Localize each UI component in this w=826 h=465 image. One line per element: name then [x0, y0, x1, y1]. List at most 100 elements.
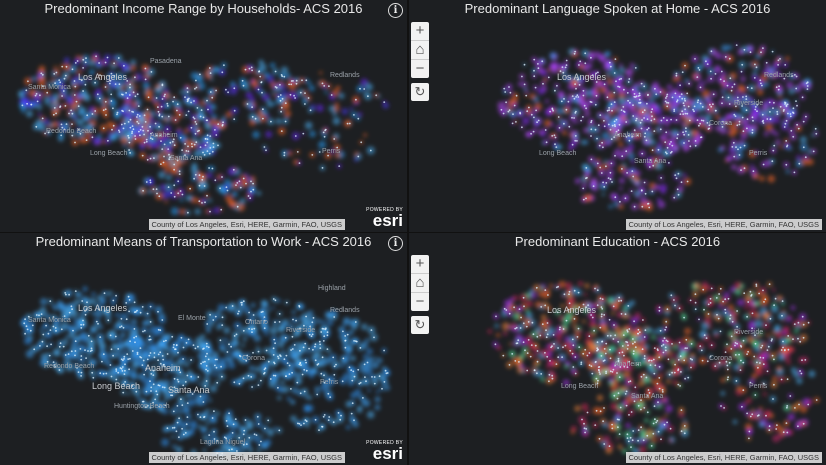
map-glow-dot	[338, 334, 344, 339]
map-canvas-income[interactable]	[0, 0, 407, 232]
map-point	[145, 138, 148, 141]
refresh-icon[interactable]: ↻	[411, 83, 429, 101]
map-point	[84, 61, 87, 64]
map-glow-dot	[194, 208, 201, 215]
map-point	[116, 111, 119, 114]
map-point	[771, 50, 774, 53]
map-point	[204, 355, 207, 358]
map-point	[701, 106, 704, 108]
map-point	[367, 95, 369, 98]
zoom-in-button[interactable]: +	[411, 22, 429, 41]
info-icon[interactable]: i	[388, 3, 403, 18]
map-point	[61, 126, 64, 129]
map-point	[628, 78, 631, 80]
map-canvas-transportation[interactable]	[0, 233, 407, 465]
map-glow-dot	[212, 372, 217, 377]
map-point	[92, 376, 95, 379]
zoom-out-button[interactable]: −	[415, 60, 425, 77]
map-point	[35, 93, 38, 95]
map-glow-dot	[129, 293, 136, 301]
map-panel-language[interactable]: Predominant Language Spoken at Home - AC…	[409, 0, 826, 232]
map-attribution[interactable]: County of Los Angeles, Esri, HERE, Garmi…	[625, 219, 822, 230]
map-point	[110, 93, 113, 96]
map-point	[326, 331, 329, 334]
map-glow-dot	[556, 144, 563, 151]
map-point	[107, 319, 110, 322]
map-attribution[interactable]: County of Los Angeles, Esri, HERE, Garmi…	[148, 452, 345, 463]
map-glow-dot	[601, 132, 610, 140]
map-glow-dot	[686, 98, 695, 106]
map-point	[110, 100, 113, 102]
map-canvas-language[interactable]	[409, 0, 826, 232]
map-panel-education[interactable]: Predominant Education - ACS 2016 + ⌂ − ↻…	[409, 233, 826, 465]
map-point	[626, 172, 628, 174]
map-point	[761, 113, 764, 116]
esri-logo[interactable]: POWERED BY esri	[366, 440, 403, 462]
map-glow-dot	[245, 91, 253, 99]
map-glow-dot	[349, 107, 354, 111]
map-point	[328, 378, 331, 381]
map-point	[221, 124, 224, 127]
map-glow-dot	[532, 353, 537, 358]
map-glow-dot	[145, 88, 154, 97]
map-point	[129, 357, 131, 360]
map-canvas-education[interactable]	[409, 233, 826, 465]
map-point	[118, 131, 121, 133]
map-glow-dot	[190, 72, 199, 80]
map-point	[199, 416, 202, 418]
map-point	[290, 80, 293, 82]
map-glow-dot	[363, 91, 367, 95]
map-point	[574, 135, 577, 137]
map-panel-income[interactable]: Predominant Income Range by Households- …	[0, 0, 407, 232]
map-point	[149, 305, 152, 308]
map-point	[665, 152, 668, 155]
map-glow-dot	[753, 70, 757, 75]
esri-logo[interactable]: POWERED BY esri	[366, 207, 403, 229]
map-point	[551, 108, 554, 111]
map-glow-dot	[607, 297, 614, 304]
map-point	[641, 111, 644, 114]
map-glow-dot	[90, 325, 98, 333]
map-glow-dot	[610, 193, 617, 200]
map-glow-dot	[254, 366, 261, 373]
map-point	[657, 148, 660, 151]
map-point	[206, 345, 208, 348]
map-point	[251, 331, 253, 333]
map-point	[790, 129, 793, 132]
map-point	[202, 151, 204, 154]
map-point	[274, 86, 277, 88]
map-glow-dot	[327, 319, 334, 326]
info-icon[interactable]: i	[388, 236, 403, 251]
map-point	[617, 133, 620, 136]
home-button[interactable]: ⌂	[411, 41, 429, 60]
map-point	[161, 84, 164, 87]
map-point	[534, 86, 537, 89]
map-point	[251, 115, 254, 118]
map-glow-dot	[576, 328, 583, 335]
map-point	[513, 104, 516, 107]
map-point	[272, 374, 275, 377]
map-glow-dot	[138, 337, 143, 342]
map-point	[503, 87, 506, 90]
map-point	[91, 371, 94, 374]
map-panel-transportation[interactable]: Predominant Means of Transportation to W…	[0, 233, 407, 465]
map-glow-dot	[85, 112, 92, 119]
map-glow-dot	[748, 150, 757, 158]
map-glow-dot	[288, 324, 295, 331]
map-glow-dot	[578, 63, 585, 70]
map-glow-dot	[146, 330, 151, 334]
map-glow-dot	[179, 198, 184, 202]
map-point	[631, 170, 634, 173]
map-glow-dot	[331, 89, 339, 97]
map-point	[626, 92, 629, 94]
map-point	[582, 89, 585, 92]
map-glow-dot	[635, 170, 641, 176]
map-point	[509, 91, 512, 94]
map-attribution[interactable]: County of Los Angeles, Esri, HERE, Garmi…	[148, 219, 345, 230]
map-point	[683, 133, 685, 136]
map-glow-dot	[213, 207, 220, 214]
map-point	[779, 105, 782, 108]
map-glow-dot	[573, 130, 578, 135]
map-point	[260, 440, 262, 443]
map-glow-dot	[622, 312, 629, 319]
